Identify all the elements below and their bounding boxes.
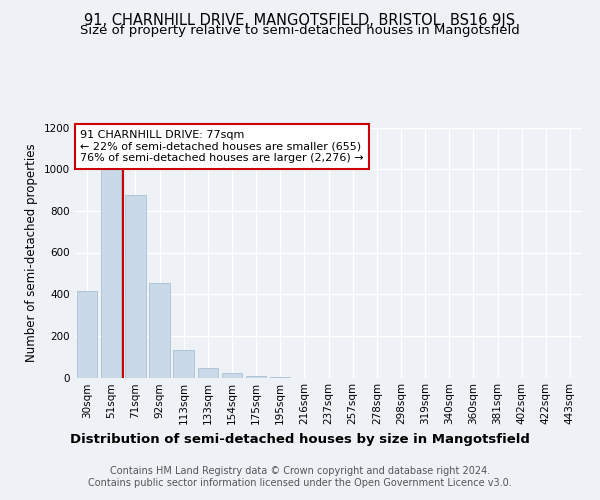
- Text: Size of property relative to semi-detached houses in Mangotsfield: Size of property relative to semi-detach…: [80, 24, 520, 37]
- Bar: [246, 376, 266, 378]
- Text: 91, CHARNHILL DRIVE, MANGOTSFIELD, BRISTOL, BS16 9JS: 91, CHARNHILL DRIVE, MANGOTSFIELD, BRIST…: [85, 12, 515, 28]
- Text: 91 CHARNHILL DRIVE: 77sqm
← 22% of semi-detached houses are smaller (655)
76% of: 91 CHARNHILL DRIVE: 77sqm ← 22% of semi-…: [80, 130, 364, 163]
- Bar: [101, 169, 121, 378]
- Bar: [149, 282, 170, 378]
- Y-axis label: Number of semi-detached properties: Number of semi-detached properties: [25, 143, 38, 362]
- Bar: [173, 350, 194, 378]
- Bar: [77, 291, 97, 378]
- Text: Contains HM Land Registry data © Crown copyright and database right 2024.
Contai: Contains HM Land Registry data © Crown c…: [88, 466, 512, 487]
- Bar: [197, 368, 218, 378]
- Bar: [270, 377, 290, 378]
- Text: Distribution of semi-detached houses by size in Mangotsfield: Distribution of semi-detached houses by …: [70, 432, 530, 446]
- Bar: [125, 195, 146, 378]
- Bar: [221, 374, 242, 378]
